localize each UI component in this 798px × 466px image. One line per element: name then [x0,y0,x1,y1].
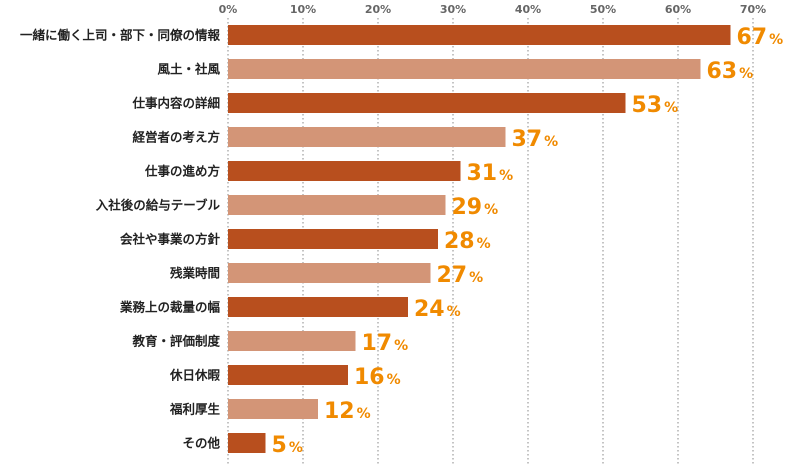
value-number: 17 [362,331,393,356]
percent-sign: % [544,134,558,150]
bar [228,399,318,419]
bar [228,161,461,181]
bar [228,365,348,385]
value-number: 67 [737,25,768,50]
bar [228,25,731,45]
value-label: 24% [414,297,461,322]
value-number: 16 [354,365,385,390]
percent-sign: % [469,270,483,286]
percent-sign: % [739,66,753,82]
x-tick-label: 0% [219,3,238,16]
value-label: 17% [362,331,409,356]
category-label: 仕事の進め方 [144,164,220,179]
value-number: 12 [324,399,355,424]
percent-sign: % [357,406,371,422]
value-number: 53 [632,93,663,118]
value-label: 29% [452,195,499,220]
value-number: 29 [452,195,483,220]
percent-sign: % [499,168,513,184]
value-label: 63% [707,59,754,84]
percent-sign: % [387,372,401,388]
percent-sign: % [447,304,461,320]
value-label: 27% [437,263,484,288]
category-label: 一緒に働く上司・部下・同僚の情報 [20,28,221,43]
bar [228,59,701,79]
category-label: 教育・評価制度 [131,334,220,349]
value-number: 24 [414,297,445,322]
x-tick-label: 50% [590,3,616,16]
category-label: 福利厚生 [169,402,221,417]
bar [228,263,431,283]
category-label: 会社や事業の方針 [120,232,221,247]
bar [228,195,446,215]
x-tick-label: 40% [515,3,541,16]
percent-sign: % [289,440,303,456]
bar [228,331,356,351]
value-label: 67% [737,25,784,50]
value-label: 5% [272,433,303,458]
value-label: 12% [324,399,371,424]
value-number: 37 [512,127,543,152]
bar [228,433,266,453]
percent-sign: % [664,100,678,116]
bar [228,127,506,147]
category-label: 休日休暇 [169,368,221,383]
category-label: その他 [182,436,220,451]
x-tick-label: 70% [740,3,766,16]
percent-sign: % [769,32,783,48]
category-label: 業務上の裁量の幅 [119,300,221,315]
x-tick-label: 10% [290,3,316,16]
category-label: 仕事内容の詳細 [131,96,220,111]
x-tick-label: 20% [365,3,391,16]
value-label: 28% [444,229,491,254]
value-label: 31% [467,161,514,186]
bar [228,229,438,249]
category-label: 入社後の給与テーブル [96,198,221,213]
value-label: 16% [354,365,401,390]
percent-sign: % [484,202,498,218]
value-number: 27 [437,263,468,288]
bar [228,93,626,113]
value-number: 5 [272,433,287,458]
percent-sign: % [477,236,491,252]
value-number: 28 [444,229,475,254]
percent-sign: % [394,338,408,354]
category-label: 風土・社風 [157,62,220,77]
category-label: 残業時間 [170,266,220,281]
value-label: 37% [512,127,559,152]
value-number: 31 [467,161,498,186]
category-label: 経営者の考え方 [132,130,220,145]
bar [228,297,408,317]
x-tick-label: 60% [665,3,691,16]
value-number: 63 [707,59,738,84]
x-tick-label: 30% [440,3,466,16]
value-label: 53% [632,93,679,118]
